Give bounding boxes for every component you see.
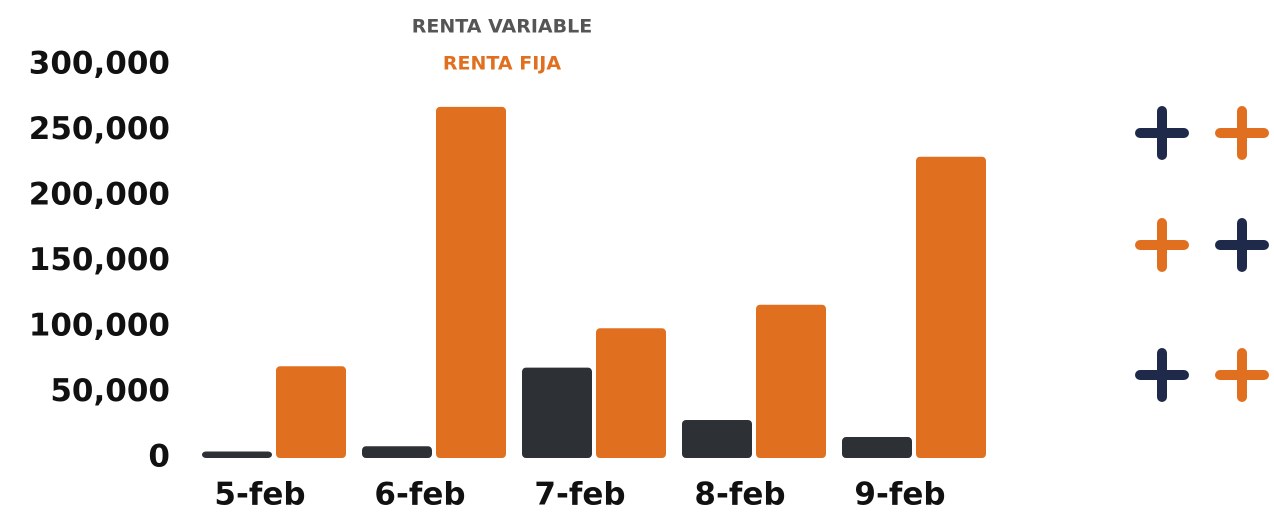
bar (362, 446, 432, 458)
bar (202, 451, 272, 458)
bar (682, 420, 752, 458)
x-tick-label: 9-feb (854, 477, 945, 513)
x-tick-label: 5-feb (214, 477, 305, 513)
bar (276, 366, 346, 458)
bar (842, 437, 912, 458)
y-tick-label: 300,000 (29, 46, 170, 82)
bar (522, 367, 592, 458)
y-tick-label: 50,000 (50, 373, 170, 409)
legend-label: RENTA FIJA (443, 53, 561, 75)
x-tick-label: 8-feb (694, 477, 785, 513)
y-tick-label: 150,000 (29, 242, 170, 278)
bar (596, 328, 666, 458)
bar (436, 106, 506, 459)
y-tick-label: 100,000 (29, 308, 170, 344)
bar (916, 156, 986, 458)
decoration (1135, 106, 1269, 402)
x-tick-label: 7-feb (534, 477, 625, 513)
y-tick-label: 0 (148, 439, 170, 475)
x-tick-label: 6-feb (374, 477, 465, 513)
y-tick-label: 250,000 (29, 111, 170, 147)
bar (756, 304, 826, 458)
y-tick-label: 200,000 (29, 177, 170, 213)
legend-label: RENTA VARIABLE (412, 16, 592, 38)
